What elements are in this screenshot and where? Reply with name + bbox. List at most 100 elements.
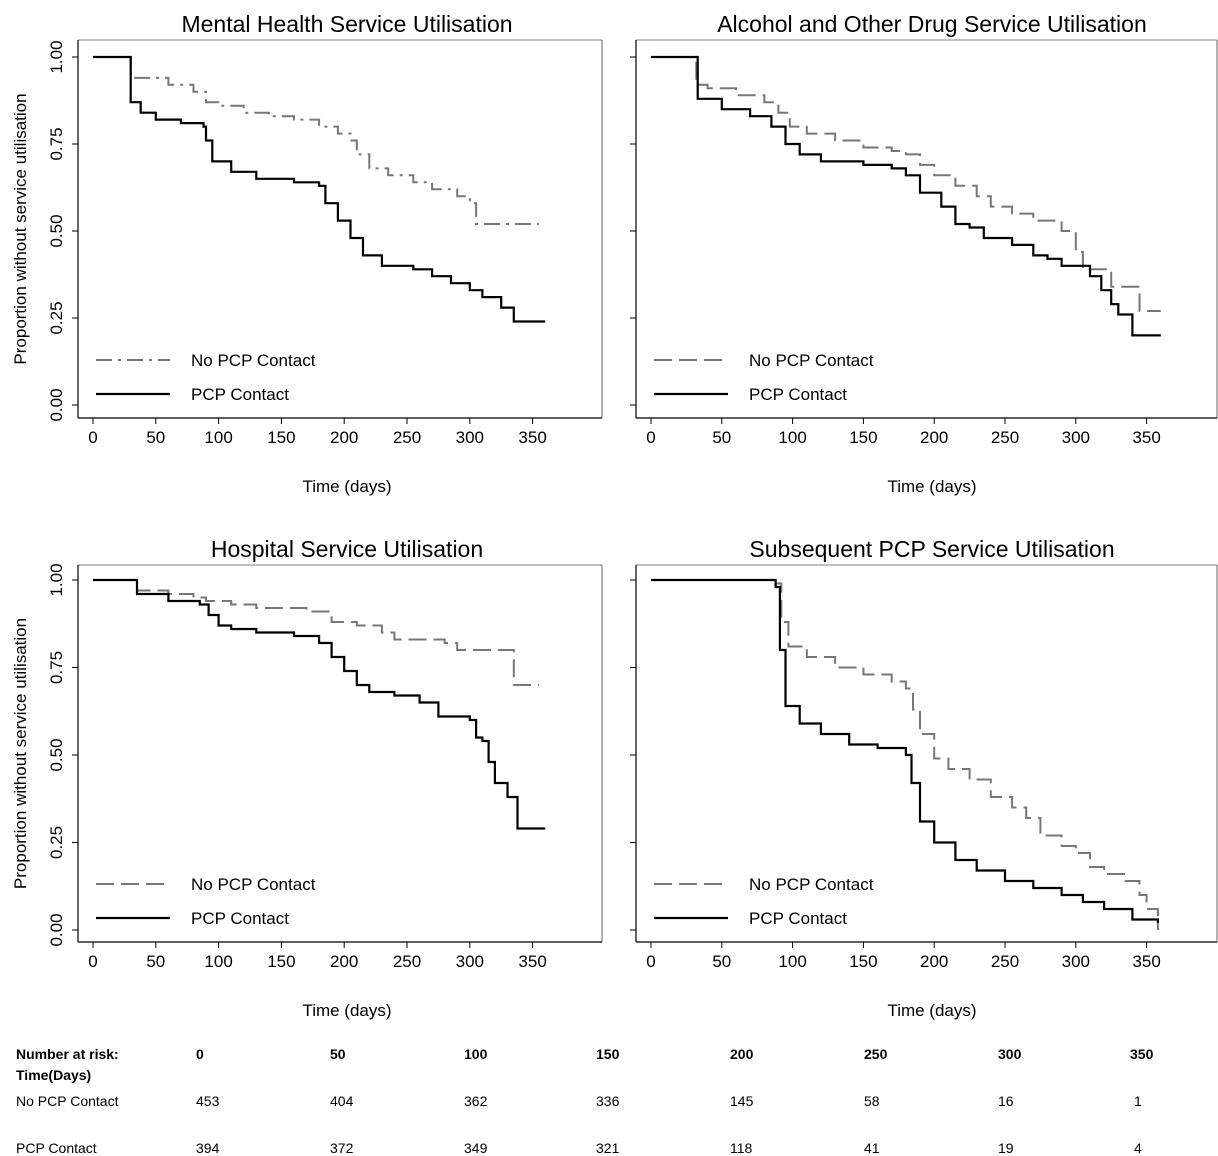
y-axis-label: Proportion without service utilisation xyxy=(11,618,30,889)
risk-time: 200 xyxy=(730,1046,754,1062)
risk-table-time-label: Time(Days) xyxy=(16,1067,92,1083)
x-tick-label: 50 xyxy=(146,428,165,447)
risk-cell: 4 xyxy=(1134,1140,1142,1156)
x-tick-label: 200 xyxy=(330,952,358,971)
risk-cell: 404 xyxy=(330,1093,354,1109)
risk-cell: 1 xyxy=(1134,1093,1142,1109)
number-at-risk-table: Number at risk: Time(Days) 0 50 100 150 … xyxy=(0,1040,1218,1156)
x-tick-label: 0 xyxy=(88,952,97,971)
x-tick-label: 100 xyxy=(204,428,232,447)
km-panel: Mental Health Service Utilisation 0 50 100 1… xyxy=(11,11,603,496)
x-tick-label: 250 xyxy=(991,952,1019,971)
y-tick-label: 0.75 xyxy=(47,651,66,684)
y-tick-label: 0.75 xyxy=(47,127,66,160)
x-tick-label: 200 xyxy=(330,428,358,447)
y-tick-label: 0.50 xyxy=(47,214,66,247)
risk-cell: 321 xyxy=(596,1140,620,1156)
x-tick-label: 150 xyxy=(849,952,877,971)
km-curve xyxy=(93,579,539,686)
x-axis-label: Time (days) xyxy=(302,477,391,496)
risk-row-label: No PCP Contact xyxy=(16,1093,119,1109)
x-tick-label: 200 xyxy=(920,952,948,971)
y-tick-label: 0.00 xyxy=(47,388,66,421)
x-tick-label: 100 xyxy=(778,428,806,447)
x-axis-label: Time (days) xyxy=(887,477,976,496)
risk-time: 50 xyxy=(330,1046,346,1062)
x-tick-label: 100 xyxy=(204,952,232,971)
km-curve xyxy=(651,56,1161,312)
x-tick-label: 50 xyxy=(712,428,731,447)
x-tick-label: 100 xyxy=(778,952,806,971)
risk-cell: 362 xyxy=(464,1093,488,1109)
x-tick-label: 300 xyxy=(456,952,484,971)
x-axis-label: Time (days) xyxy=(887,1001,976,1020)
km-panel: Alcohol and Other Drug Service Utilisati… xyxy=(630,11,1218,496)
y-tick-label: 1.00 xyxy=(47,563,66,596)
x-tick-label: 0 xyxy=(88,428,97,447)
x-tick-label: 250 xyxy=(991,428,1019,447)
risk-cell: 118 xyxy=(730,1140,753,1156)
x-tick-label: 200 xyxy=(920,428,948,447)
risk-cell: 349 xyxy=(464,1140,488,1156)
legend-label: PCP Contact xyxy=(191,385,289,404)
y-tick-label: 0.25 xyxy=(47,826,66,859)
km-curve xyxy=(651,578,1159,923)
risk-cell: 453 xyxy=(196,1093,220,1109)
km-curve xyxy=(651,579,1159,930)
x-tick-label: 350 xyxy=(518,952,546,971)
panel-title: Subsequent PCP Service Utilisation xyxy=(749,536,1114,562)
risk-cell: 394 xyxy=(196,1140,220,1156)
km-figure: Mental Health Service Utilisation 0 50 100 1… xyxy=(11,11,1218,1020)
x-tick-label: 300 xyxy=(456,428,484,447)
risk-time: 250 xyxy=(864,1046,888,1062)
risk-cell: 41 xyxy=(864,1140,880,1156)
panel-title: Hospital Service Utilisation xyxy=(211,536,483,562)
y-axis-label: Proportion without service utilisation xyxy=(11,93,30,364)
x-tick-label: 250 xyxy=(393,428,421,447)
y-tick-label: 0.00 xyxy=(47,913,66,946)
km-curve xyxy=(93,578,546,830)
risk-cell: 336 xyxy=(596,1093,620,1109)
legend-label: No PCP Contact xyxy=(749,875,874,894)
risk-time: 350 xyxy=(1130,1046,1154,1062)
km-curve xyxy=(651,55,1161,337)
risk-cell: 19 xyxy=(998,1140,1014,1156)
risk-cell: 145 xyxy=(730,1093,754,1109)
x-tick-label: 50 xyxy=(146,952,165,971)
x-tick-label: 0 xyxy=(646,952,655,971)
x-tick-label: 150 xyxy=(849,428,877,447)
x-tick-label: 150 xyxy=(267,952,295,971)
legend-label: No PCP Contact xyxy=(749,351,874,370)
risk-time: 0 xyxy=(196,1046,204,1062)
y-tick-label: 0.25 xyxy=(47,301,66,334)
risk-cell: 58 xyxy=(864,1093,880,1109)
risk-time: 100 xyxy=(464,1046,488,1062)
x-tick-label: 0 xyxy=(646,428,655,447)
x-tick-label: 300 xyxy=(1062,428,1090,447)
x-tick-label: 150 xyxy=(267,428,295,447)
panel-title: Mental Health Service Utilisation xyxy=(181,11,512,37)
risk-table-header: Number at risk: xyxy=(16,1046,119,1062)
km-curve xyxy=(93,55,546,323)
y-tick-label: 1.00 xyxy=(47,40,66,73)
km-panel: Subsequent PCP Service Utilisation 0 50 100… xyxy=(630,536,1218,1020)
risk-cell: 372 xyxy=(330,1140,354,1156)
km-panel: Hospital Service Utilisation 0 50 100 150 200… xyxy=(11,536,603,1020)
x-tick-label: 350 xyxy=(518,428,546,447)
legend-label: No PCP Contact xyxy=(191,875,316,894)
legend-label: PCP Contact xyxy=(749,909,847,928)
x-axis-label: Time (days) xyxy=(302,1001,391,1020)
legend-label: PCP Contact xyxy=(749,385,847,404)
x-tick-label: 350 xyxy=(1132,952,1160,971)
x-tick-label: 250 xyxy=(393,952,421,971)
x-tick-label: 300 xyxy=(1062,952,1090,971)
panel-title: Alcohol and Other Drug Service Utilisati… xyxy=(717,11,1147,37)
x-tick-label: 50 xyxy=(712,952,731,971)
risk-time: 150 xyxy=(596,1046,620,1062)
risk-time: 300 xyxy=(998,1046,1022,1062)
risk-row-label: PCP Contact xyxy=(16,1140,97,1156)
legend-label: No PCP Contact xyxy=(191,351,316,370)
risk-cell: 16 xyxy=(998,1093,1014,1109)
legend-label: PCP Contact xyxy=(191,909,289,928)
x-tick-label: 350 xyxy=(1132,428,1160,447)
